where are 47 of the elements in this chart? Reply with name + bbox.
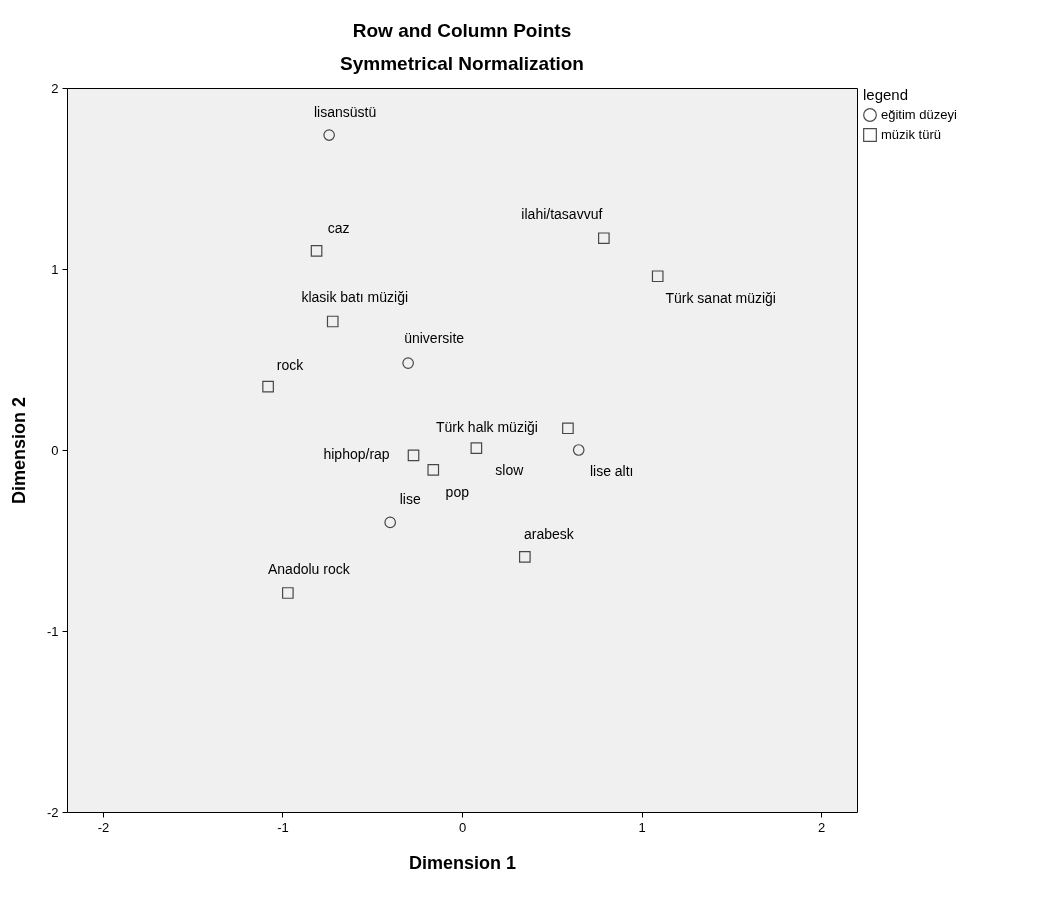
point [282,587,294,599]
annotation: arabesk [523,525,575,542]
x-tick-label: 2 [817,819,826,835]
point [407,449,420,462]
annotation: pop [445,483,470,500]
x-tick-label: 1 [638,819,646,835]
point [384,516,397,529]
annotation: ilahi/tasavvuf [521,206,603,223]
point [427,464,440,476]
point [572,444,585,456]
annotation: üniversite [404,330,465,347]
y-tick-label: 2 [51,80,59,96]
annotation: caz [327,219,350,236]
chart-title: Row and Column Points [352,20,572,41]
x-tick-label: -1 [277,819,289,835]
legend-label: müzik türü [881,127,941,142]
chart-subtitle: Symmetrical Normalization [340,53,584,74]
annotation: lise [399,491,421,508]
point [310,245,323,257]
x-tick-label: -2 [97,819,110,835]
legend-label: eğitim düzeyi [881,107,957,122]
annotation: Anadolu rock [267,560,351,577]
annotation: klasik batı müziği [301,289,409,306]
point [470,442,483,455]
x-tick-label: 0 [458,819,467,835]
annotation: hiphop/rap [323,446,390,463]
point [323,129,335,141]
y-tick-label: 1 [51,261,59,277]
point [402,357,414,369]
y-tick-label: -2 [46,804,59,820]
annotation: rock [276,356,305,373]
annotation: Türk halk müziği [435,419,538,436]
point [262,380,274,393]
point [519,550,531,563]
point [598,232,610,245]
y-axis-title: Dimension 2 [8,396,29,505]
annotation: slow [495,462,525,479]
x-axis-title: Dimension 1 [408,852,517,873]
legend-title: legend [863,86,909,103]
point [651,270,664,283]
y-tick-label: -1 [46,623,59,639]
y-tick-label: 0 [51,442,59,458]
annotation: Türk sanat müziği [665,290,776,307]
point [562,422,574,435]
annotation: lisansüstü [314,104,377,121]
point [326,315,339,328]
annotation: lise altı [589,463,634,479]
